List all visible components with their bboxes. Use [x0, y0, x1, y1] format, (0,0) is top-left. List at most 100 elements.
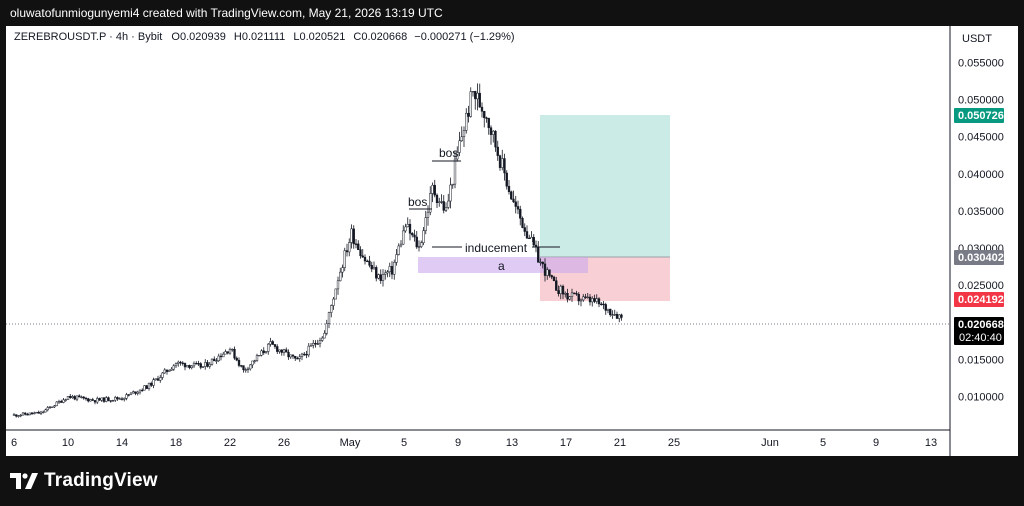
- candle: [273, 343, 277, 349]
- candle: [440, 194, 443, 204]
- candle: [183, 362, 187, 371]
- candle: [141, 388, 144, 392]
- candle: [251, 360, 254, 369]
- candle: [30, 411, 34, 415]
- zone-a-label: a: [498, 259, 505, 273]
- candle: [300, 352, 304, 361]
- candle: [21, 412, 25, 416]
- candle: [323, 330, 326, 339]
- candle: [404, 223, 407, 233]
- candle: [172, 364, 175, 371]
- candle: [505, 170, 508, 190]
- candle: [550, 274, 553, 280]
- candle: [15, 414, 18, 418]
- candle: [181, 361, 184, 366]
- x-tick-label: 18: [170, 437, 182, 449]
- x-tick-label: 14: [116, 437, 128, 449]
- x-tick-label: 13: [925, 437, 937, 449]
- candle: [566, 288, 569, 303]
- candle: [89, 398, 92, 402]
- candle: [431, 182, 434, 203]
- tradingview-logo[interactable]: TradingView: [10, 470, 158, 492]
- symbol-line: ZEREBROUSDT.P · 4h · Bybit O0.020939 H0.…: [14, 31, 515, 43]
- candle: [435, 193, 439, 208]
- candle: [330, 304, 333, 318]
- y-tick-label: 0.025000: [958, 280, 1004, 292]
- candle: [240, 364, 243, 368]
- candle: [584, 293, 587, 299]
- candle: [593, 294, 596, 304]
- candle: [75, 395, 79, 402]
- candle: [69, 393, 72, 399]
- candle: [145, 384, 148, 389]
- candle: [327, 311, 331, 329]
- candle: [487, 117, 490, 135]
- candle: [84, 396, 88, 401]
- candle: [168, 369, 171, 372]
- candle: [159, 374, 162, 383]
- candle: [78, 394, 81, 398]
- candle: [186, 365, 189, 368]
- candle: [242, 365, 245, 373]
- candle: [451, 183, 454, 189]
- candle: [546, 267, 549, 280]
- candle: [372, 261, 376, 270]
- candle: [514, 195, 517, 214]
- stop-price-label: 0.024192: [954, 292, 1004, 307]
- candle: [399, 240, 403, 248]
- candle: [611, 310, 614, 319]
- candle: [467, 105, 470, 123]
- candle: [48, 406, 52, 409]
- candle: [109, 400, 112, 403]
- x-tick-label: 5: [401, 437, 407, 449]
- x-tick-label: 9: [873, 437, 879, 449]
- candle: [600, 302, 603, 306]
- candle: [154, 378, 157, 381]
- candle: [37, 410, 40, 414]
- candle: [345, 243, 349, 257]
- candle: [559, 284, 562, 300]
- candle: [210, 358, 214, 366]
- candle: [510, 190, 513, 200]
- candle: [17, 415, 20, 418]
- candle: [215, 357, 218, 364]
- candle: [521, 216, 524, 229]
- candle: [532, 234, 535, 248]
- candle: [249, 364, 252, 371]
- candle: [271, 340, 274, 345]
- candle: [575, 290, 578, 296]
- chart-svg[interactable]: a bos bos inducement ZEREBROUSDT.P · 4h …: [6, 26, 1018, 456]
- candle: [568, 295, 571, 301]
- candle: [411, 232, 414, 238]
- candle: [341, 264, 344, 278]
- candle: [213, 356, 216, 362]
- candle: [375, 265, 378, 282]
- candle: [35, 411, 38, 414]
- candle: [395, 249, 398, 266]
- candle: [359, 246, 362, 259]
- candle: [82, 395, 85, 400]
- profit-zone[interactable]: [540, 115, 670, 257]
- candle: [231, 348, 234, 352]
- candle: [606, 308, 610, 314]
- candle: [190, 365, 193, 370]
- candle: [368, 255, 371, 268]
- candle: [390, 261, 394, 280]
- candle: [307, 343, 310, 358]
- candle: [244, 367, 247, 373]
- candle: [336, 276, 340, 295]
- candle: [55, 401, 58, 407]
- candle: [201, 366, 205, 369]
- candle: [57, 399, 61, 404]
- candle: [361, 249, 364, 258]
- candle: [165, 369, 169, 375]
- candle: [118, 397, 121, 400]
- candle: [73, 395, 76, 401]
- x-tick-label: 17: [560, 437, 572, 449]
- candle: [312, 340, 315, 349]
- x-tick-label: 25: [668, 437, 680, 449]
- candle: [62, 398, 65, 404]
- candle: [453, 151, 457, 189]
- candle: [582, 293, 585, 302]
- candle: [343, 247, 346, 272]
